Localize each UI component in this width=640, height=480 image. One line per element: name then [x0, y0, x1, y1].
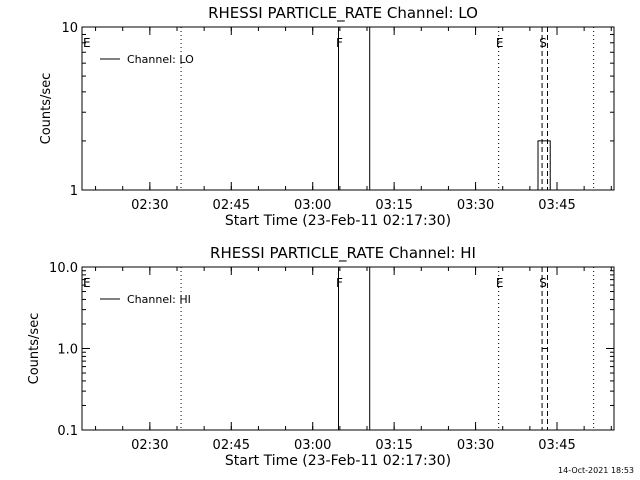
y-tick-label: 10 — [61, 21, 78, 36]
series-line — [338, 266, 548, 430]
x-axis-label: Start Time (23-Feb-11 02:17:30) — [225, 213, 451, 229]
event-label: F — [336, 36, 343, 50]
x-tick-label: 03:00 — [294, 198, 331, 213]
event-label: E — [496, 276, 504, 290]
y-tick-label: 1.0 — [57, 343, 78, 358]
y-tick-label: 1 — [70, 184, 78, 199]
event-label: F — [336, 276, 343, 290]
x-axis-label: Start Time (23-Feb-11 02:17:30) — [225, 453, 451, 469]
event-label: S — [539, 36, 547, 50]
series-line — [338, 26, 551, 191]
footer-timestamp: 14-Oct-2021 18:53 — [558, 466, 634, 475]
x-tick-label: 03:45 — [538, 198, 575, 213]
chart-title: RHESSI PARTICLE_RATE Channel: HI — [210, 244, 476, 263]
plot-frame — [81, 266, 615, 431]
x-tick-label: 03:45 — [538, 438, 575, 453]
x-tick-label: 02:30 — [131, 198, 168, 213]
event-label: S — [539, 276, 547, 290]
chart-title: RHESSI PARTICLE_RATE Channel: LO — [208, 4, 478, 23]
x-tick-label: 02:30 — [131, 438, 168, 453]
x-tick-label: 03:30 — [457, 438, 494, 453]
x-tick-label: 02:45 — [213, 198, 250, 213]
x-tick-label: 03:00 — [294, 438, 331, 453]
x-tick-label: 03:15 — [375, 198, 412, 213]
event-label: E — [83, 36, 91, 50]
y-tick-label: 10.0 — [49, 261, 78, 276]
legend-label: Channel: HI — [127, 293, 191, 306]
plot-frame — [81, 26, 615, 191]
y-axis-label: Counts/sec — [39, 73, 54, 145]
event-label: E — [83, 276, 91, 290]
chart-panel-1: RHESSI PARTICLE_RATE Channel: HI 02:30 02:… — [27, 244, 615, 469]
x-tick-label: 02:45 — [213, 438, 250, 453]
chart-panel-0: RHESSI PARTICLE_RATE Channel: LO 02:30 02:… — [39, 4, 615, 229]
y-axis-label: Counts/sec — [27, 313, 42, 385]
x-tick-label: 03:15 — [375, 438, 412, 453]
x-tick-label: 03:30 — [457, 198, 494, 213]
y-tick-label: 0.1 — [57, 424, 78, 439]
legend-label: Channel: LO — [127, 53, 194, 66]
event-label: E — [496, 36, 504, 50]
